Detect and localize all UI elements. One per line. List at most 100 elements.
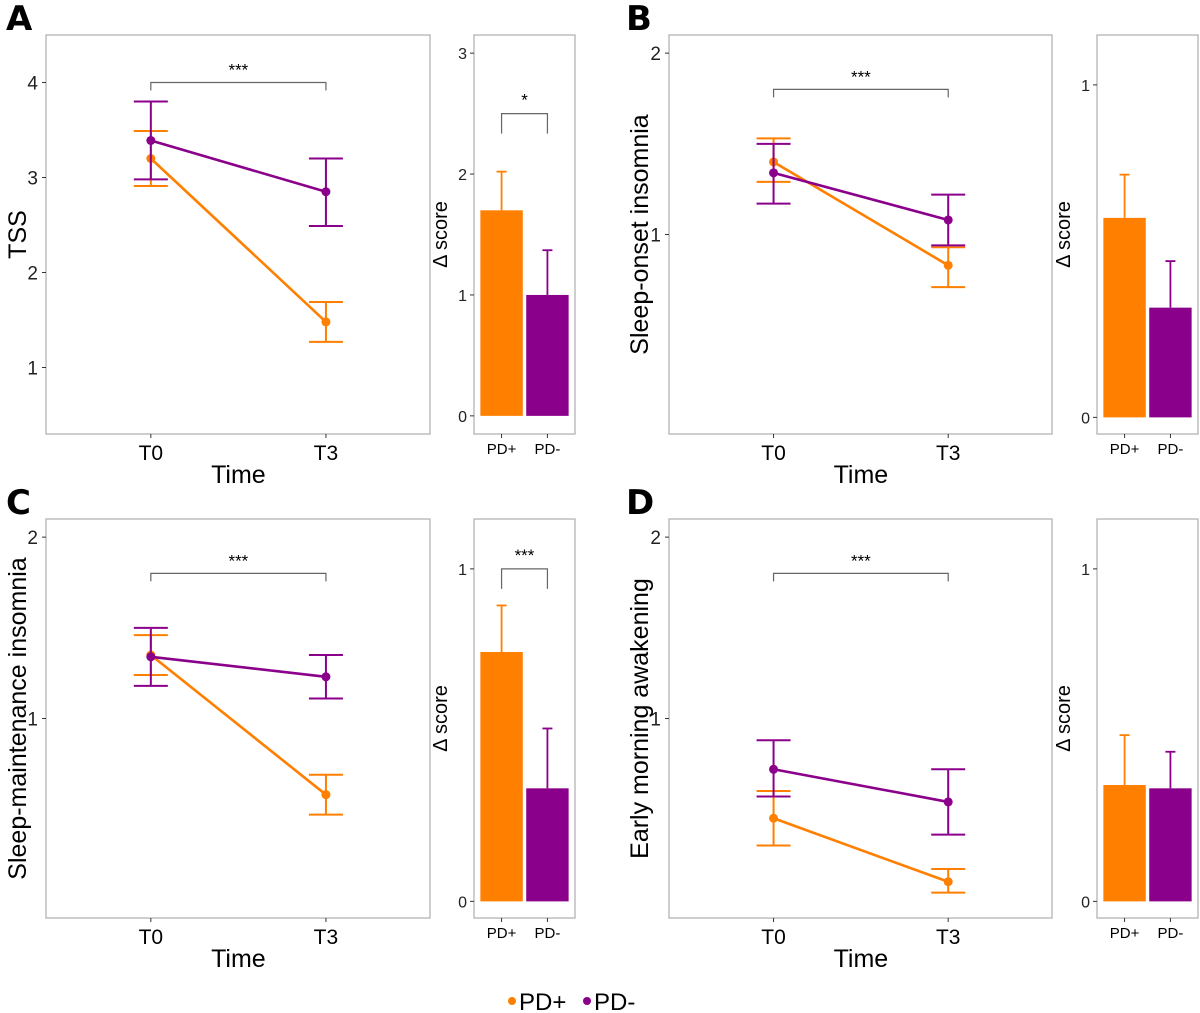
y-tick-label: 2 — [458, 167, 467, 184]
x-tick-label: PD+ — [487, 925, 517, 942]
series-line — [150, 655, 327, 679]
y-axis-title: Sleep-maintenance insomnia — [4, 557, 32, 880]
plot-frame — [668, 518, 1053, 919]
x-axis-title: Time — [211, 461, 266, 489]
bar-pd-plus — [1103, 785, 1146, 902]
series-pd-minus — [756, 739, 966, 836]
significance-bracket — [150, 81, 327, 91]
y-tick-label: 2 — [27, 264, 38, 285]
significance-bracket — [150, 572, 327, 582]
significance-label: *** — [228, 61, 248, 80]
x-tick-label: PD+ — [1110, 925, 1140, 942]
series-line — [772, 160, 949, 267]
x-tick-label: T0 — [139, 442, 164, 465]
y-tick-label: 2 — [650, 528, 661, 549]
y-tick-label: 0 — [458, 409, 467, 426]
data-point — [769, 813, 779, 823]
x-tick-label: T3 — [936, 926, 961, 949]
significance-label: *** — [228, 551, 248, 570]
data-point — [943, 877, 953, 887]
legend-item-pd-plus: PD+ — [508, 989, 566, 1013]
series-line — [773, 171, 949, 222]
x-axis-title: Time — [834, 945, 889, 973]
y-tick-label: 1 — [650, 226, 661, 247]
significance-label: *** — [851, 551, 871, 570]
data-point — [321, 317, 331, 327]
panel-A-delta: 0 1 2 3 PD+ PD- Δ score * — [430, 34, 576, 458]
panel-C: 1 2 T0 T3 Time Sleep-maintenance insomnia *** C — [4, 483, 431, 973]
data-point — [943, 797, 953, 807]
series-line — [150, 654, 327, 796]
significance-label: *** — [515, 546, 535, 565]
series-pd-minus — [756, 142, 966, 247]
y-tick-label: 4 — [27, 74, 38, 95]
panel-A: 1 2 3 4 T0 T3 Time TSS *** A — [4, 0, 431, 489]
panel-letter: C — [6, 483, 31, 523]
y-tick-label: 2 — [27, 528, 38, 549]
plot-frame — [1096, 518, 1199, 919]
y-axis-title: Δ score — [1053, 685, 1075, 752]
series-pd-plus — [756, 137, 966, 289]
bar-pd-plus — [1103, 217, 1146, 418]
plot-frame — [45, 34, 431, 435]
panel-B: 1 2 T0 T3 Time Sleep-onset insomnia *** B — [626, 0, 1053, 489]
data-point — [769, 764, 779, 774]
significance-label: * — [521, 91, 528, 110]
series-pd-plus — [133, 634, 343, 816]
data-point — [943, 215, 953, 225]
x-tick-label: PD- — [1158, 441, 1184, 458]
x-axis-title: Time — [211, 945, 266, 973]
panel-letter: A — [6, 0, 33, 39]
x-tick-label: PD+ — [1110, 441, 1140, 458]
data-point — [321, 187, 331, 197]
series-line — [149, 157, 327, 323]
y-axis-title: Δ score — [1053, 201, 1075, 268]
panel-D-delta: 0 1 PD+ PD- Δ score — [1053, 518, 1199, 942]
y-tick-label: 1 — [1081, 562, 1090, 579]
legend-item-pd-minus: PD- — [583, 989, 635, 1013]
y-tick-label: 2 — [650, 44, 661, 65]
legend-label: PD- — [594, 989, 635, 1013]
x-tick-label: T0 — [761, 442, 786, 465]
series-line — [773, 817, 949, 883]
y-tick-label: 3 — [458, 46, 467, 63]
x-tick-label: PD- — [535, 925, 561, 942]
significance-label: *** — [851, 67, 871, 86]
x-tick-label: T0 — [761, 926, 786, 949]
x-tick-label: T3 — [936, 442, 961, 465]
plot-frame — [45, 518, 431, 919]
y-tick-label: 3 — [27, 169, 38, 190]
y-tick-label: 1 — [458, 288, 467, 305]
y-axis-title: Sleep-onset insomnia — [626, 114, 654, 355]
panel-C-delta: 0 1 PD+ PD- Δ score *** — [430, 518, 576, 942]
panel-B-delta: 0 1 PD+ PD- Δ score — [1053, 34, 1199, 458]
data-point — [769, 168, 779, 178]
data-point — [943, 260, 953, 270]
y-axis-title: Early morning awakening — [626, 578, 654, 859]
significance-bracket — [772, 88, 949, 98]
y-tick-label: 1 — [27, 359, 38, 380]
bar-pd-minus — [1149, 307, 1192, 418]
plot-frame — [473, 518, 576, 919]
plot-frame — [668, 34, 1053, 435]
legend: PD+ PD- — [508, 989, 635, 1013]
bar-pd-plus — [480, 210, 523, 416]
y-tick-label: 0 — [458, 894, 467, 911]
y-axis-title: Δ score — [430, 201, 452, 268]
y-tick-label: 1 — [458, 562, 467, 579]
panel-letter: D — [626, 483, 654, 523]
legend-marker-icon — [508, 997, 516, 1005]
x-tick-label: T0 — [139, 926, 164, 949]
bar-pd-minus — [526, 788, 569, 902]
y-tick-label: 0 — [1081, 894, 1090, 911]
data-point — [146, 135, 156, 145]
bar-pd-minus — [526, 294, 569, 416]
y-axis-title: Δ score — [430, 685, 452, 752]
plot-frame — [1096, 34, 1199, 435]
series-line — [773, 768, 949, 804]
x-axis-title: Time — [834, 461, 889, 489]
bar-pd-minus — [1149, 788, 1192, 902]
significance-bracket — [772, 572, 949, 582]
x-tick-label: PD- — [1158, 925, 1184, 942]
